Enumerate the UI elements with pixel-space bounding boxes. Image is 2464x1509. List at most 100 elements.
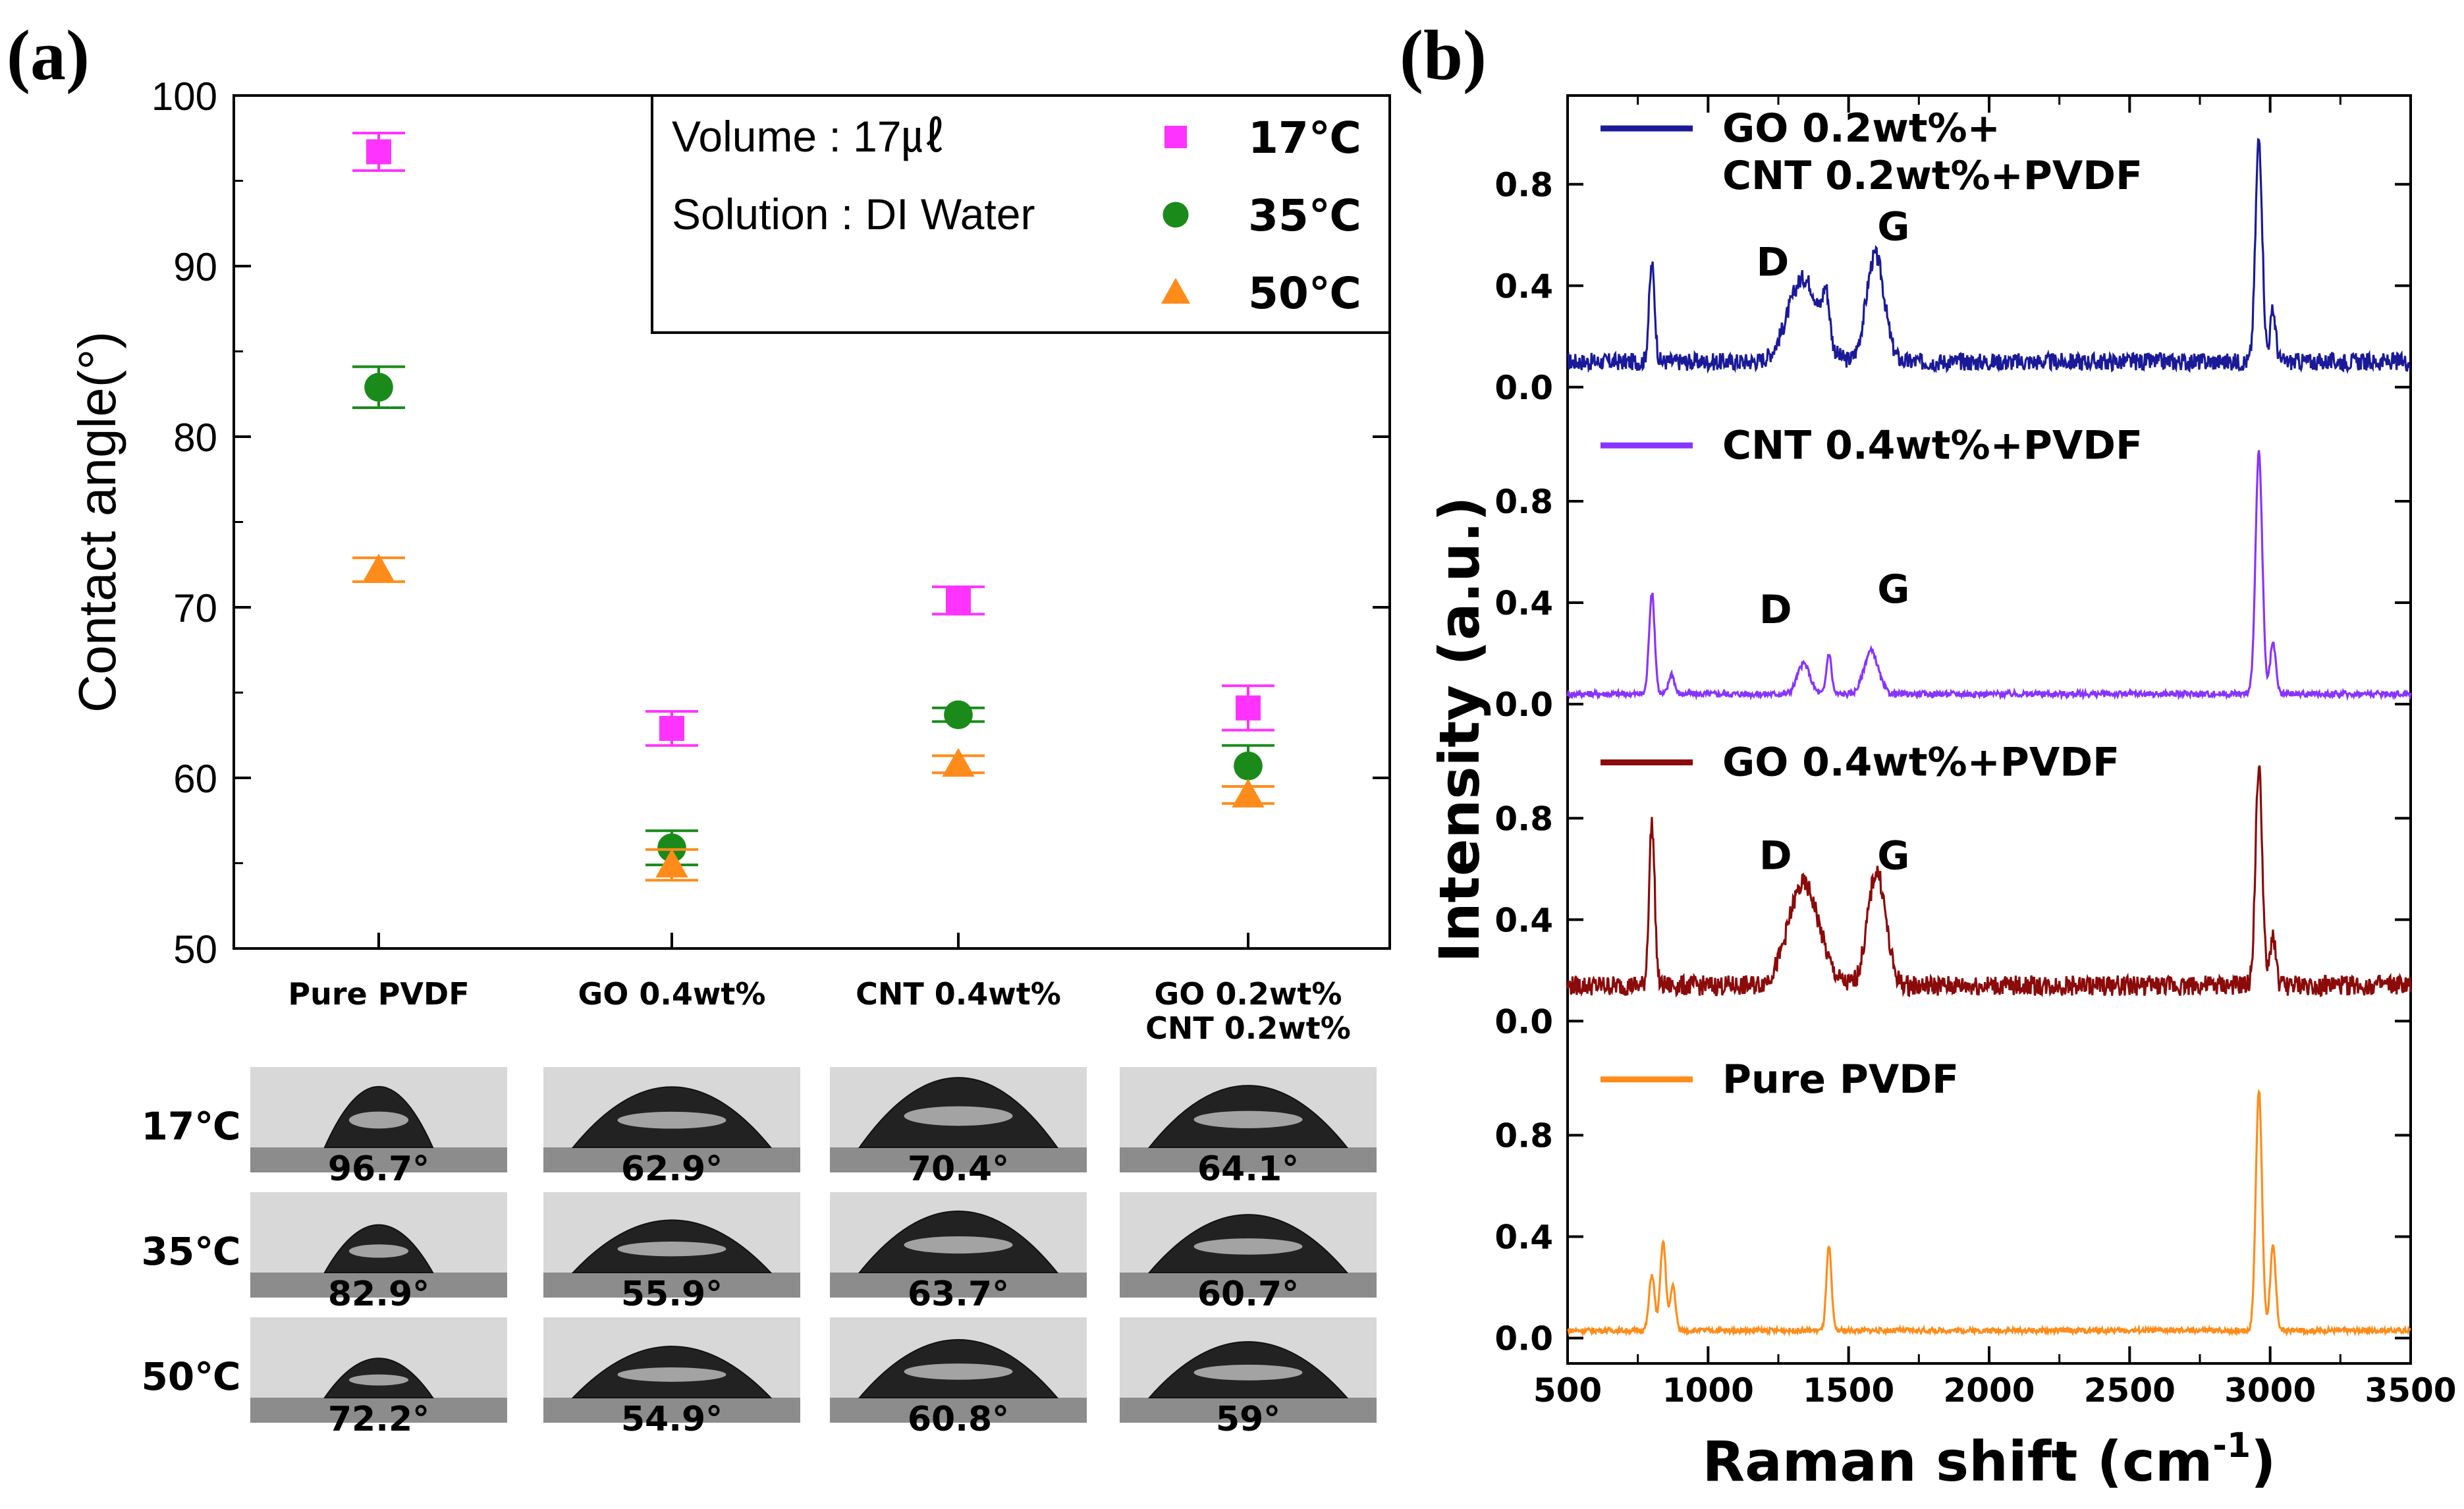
spectrum-line [1566,138,2411,374]
data-point-square [366,139,391,165]
x-category-label: CNT 0.4wt% [856,976,1061,1012]
spectrum-line [1566,450,2412,701]
y-tick-label: 70 [173,586,217,630]
y-tick-label: 0.4 [1494,267,1553,306]
y-axis-label: Contact angle(°) [68,331,126,713]
plot-frame [1566,94,2412,1365]
legend-label: GO 0.4wt%+PVDF [1722,740,2120,786]
y-tick-label: 90 [173,245,217,289]
peak-annotation: G [1877,204,1909,250]
droplet-highlight [348,1244,409,1258]
droplet-highlight [1193,1364,1303,1381]
legend-label: Pure PVDF [1722,1056,1959,1103]
droplet-substrate [543,1147,800,1172]
droplet-substrate [543,1398,800,1423]
peak-annotation: G [1877,566,1909,613]
data-point-triangle [942,748,975,777]
x-category-label: GO 0.4wt% [578,976,766,1012]
legend-info-text: Volume : 17㎕ [672,112,945,161]
droplet-images-grid: 17℃ 96.7° 62.9° 70.4° 64.1° 35℃ 82.9° 55.9° 63.7… [142,1067,1377,1439]
panel-b-label: (b) [1400,16,1487,95]
droplet-substrate [1120,1147,1377,1172]
x-axis-label: Raman shift (cm-1) [1702,1426,2276,1494]
contact-angle-value: 70.4° [908,1149,1009,1189]
contact-angle-value: 59° [1216,1400,1280,1439]
legend-marker-circle [1163,202,1189,228]
droplet-row-label: 50℃ [142,1354,241,1399]
droplet-highlight [617,1111,726,1129]
spectrum-line [1567,1088,2411,1338]
x-tick-label: 2500 [2084,1371,2176,1410]
droplet-substrate [250,1273,507,1298]
droplet-highlight [904,1363,1013,1380]
contact-angle-value: 62.9° [621,1149,723,1189]
y-tick-label: 0.0 [1494,686,1553,724]
x-tick-label: 3000 [2224,1371,2316,1410]
droplet-substrate [250,1147,507,1172]
droplet-highlight [1193,1238,1303,1255]
data-point-triangle [655,848,688,878]
x-axis-label-end: ) [2251,1429,2276,1494]
droplet-substrate [830,1398,1087,1423]
spectrum-line [1566,765,2412,998]
data-point-square [659,715,684,741]
data-point-circle [944,700,973,730]
droplet-row-label: 17℃ [142,1104,241,1149]
contact-angle-value: 64.1° [1197,1149,1299,1189]
x-category-label: CNT 0.2wt% [1145,1010,1351,1046]
legend-label: CNT 0.4wt%+PVDF [1722,422,2143,468]
contact-angle-value: 96.7° [328,1149,429,1189]
y-tick-label: 0.4 [1494,584,1553,622]
droplet-highlight [617,1242,726,1257]
droplet-highlight [348,1111,409,1129]
droplet-highlight [348,1374,409,1386]
droplet-row-label: 35℃ [142,1229,241,1274]
x-tick-label: 2000 [1943,1371,2035,1410]
droplet-substrate [1120,1273,1377,1298]
x-category-label: GO 0.2wt% [1155,976,1342,1012]
contact-angle-value: 63.7° [908,1275,1009,1314]
data-point-circle [1234,752,1263,781]
y-tick-label: 0.8 [1494,800,1553,838]
contact-angle-value: 60.7° [1197,1275,1299,1314]
y-tick-label: 100 [151,74,217,119]
legend-entry-label: 50℃ [1248,268,1361,319]
x-axis-label-main: Raman shift (cm [1702,1429,2212,1494]
contact-angle-value: 60.8° [908,1400,1009,1439]
droplet-substrate [830,1273,1087,1298]
contact-angle-value: 54.9° [621,1400,723,1439]
contact-angle-value: 82.9° [328,1275,429,1314]
contact-angle-chart: 50 60 70 80 90 100 Contact angle(°) Pure PVDF GO… [68,74,1391,1046]
droplet-highlight [904,1236,1013,1254]
data-point-square [946,588,971,613]
x-tick-label: 500 [1533,1371,1602,1410]
y-tick-label: 0.4 [1494,901,1553,939]
contact-angle-value: 55.9° [621,1275,723,1314]
legend-marker-triangle [1161,277,1191,304]
legend-box [651,94,1391,334]
droplet-substrate [250,1398,507,1423]
y-tick-label: 0.0 [1494,1320,1553,1358]
y-tick-label: 0.8 [1494,483,1553,521]
y-tick-label: 50 [173,927,217,972]
peak-annotation: D [1759,833,1792,879]
y-tick-label: 80 [173,416,217,460]
x-tick-label: 1000 [1662,1371,1754,1410]
y-tick-label: 0.4 [1494,1219,1553,1257]
y-tick-label: 60 [173,757,217,801]
x-axis-label-superscript: -1 [2212,1426,2251,1466]
legend-marker-square [1164,126,1187,148]
data-point-square [1236,695,1261,721]
droplet-highlight [904,1106,1013,1126]
panel-a-label: (a) [7,16,90,95]
data-point-triangle [362,553,395,583]
legend-info-text: Solution : DI Water [672,190,1035,238]
droplet-highlight [1193,1111,1303,1128]
droplet-substrate [543,1273,800,1298]
data-point-circle [657,833,686,863]
legend-label: GO 0.2wt%+ [1722,105,2000,151]
peak-annotation: D [1757,239,1790,285]
droplet-substrate [1120,1398,1377,1423]
